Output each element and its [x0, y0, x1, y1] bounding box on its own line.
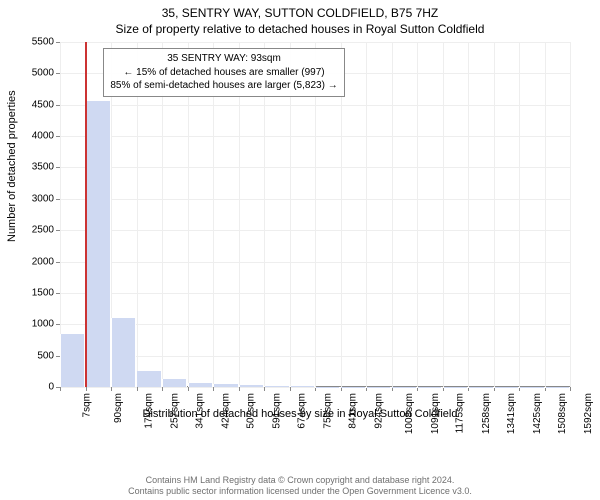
bar [60, 334, 85, 387]
page-subtitle: Size of property relative to detached ho… [0, 20, 600, 36]
bar [264, 386, 290, 387]
x-tick-mark [188, 387, 189, 391]
x-tick-mark [366, 387, 367, 391]
y-tick-label: 5000 [4, 68, 54, 79]
gridline-v [519, 42, 520, 387]
bar [162, 379, 187, 387]
x-tick-mark [137, 387, 138, 391]
bar [85, 101, 111, 387]
chart: Number of detached properties 0500100015… [0, 42, 600, 442]
marker-line [85, 42, 87, 387]
bar [417, 387, 442, 388]
footer: Contains HM Land Registry data © Crown c… [0, 475, 600, 498]
bar [366, 387, 391, 388]
x-tick-mark [392, 387, 393, 391]
bar [315, 387, 340, 388]
x-tick-mark [213, 387, 214, 391]
footer-line1: Contains HM Land Registry data © Crown c… [0, 475, 600, 487]
gridline-v [366, 42, 367, 387]
annotation-box: 35 SENTRY WAY: 93sqm← 15% of detached ho… [103, 48, 344, 97]
x-tick-mark [417, 387, 418, 391]
footer-line2: Contains public sector information licen… [0, 486, 600, 498]
y-tick-label: 5500 [4, 37, 54, 48]
bar [111, 318, 136, 387]
gridline-v [570, 42, 571, 387]
bar [188, 383, 213, 387]
annotation-line1: 35 SENTRY WAY: 93sqm [110, 52, 337, 66]
bar [239, 385, 264, 388]
gridline-v [494, 42, 495, 387]
y-tick-label: 500 [4, 350, 54, 361]
x-tick-mark [60, 387, 61, 391]
x-tick-mark [494, 387, 495, 391]
y-tick-label: 2500 [4, 225, 54, 236]
x-tick-mark [111, 387, 112, 391]
y-tick-label: 4500 [4, 99, 54, 110]
y-tick-label: 1500 [4, 287, 54, 298]
gridline-v [392, 42, 393, 387]
bar [391, 387, 417, 388]
x-tick-mark [239, 387, 240, 391]
gridline-v [443, 42, 444, 387]
gridline-v [417, 42, 418, 387]
y-tick-label: 3500 [4, 162, 54, 173]
x-tick-mark [162, 387, 163, 391]
bar [494, 387, 519, 388]
y-tick-label: 4000 [4, 131, 54, 142]
bar [443, 387, 468, 388]
x-tick-mark [570, 387, 571, 391]
y-tick-label: 1000 [4, 319, 54, 330]
x-tick-mark [519, 387, 520, 391]
x-tick-mark [468, 387, 469, 391]
x-axis-label: Distribution of detached houses by size … [0, 408, 600, 420]
annotation-line2: ← 15% of detached houses are smaller (99… [110, 66, 337, 80]
x-tick-mark [315, 387, 316, 391]
y-tick-label: 2000 [4, 256, 54, 267]
x-tick-mark [443, 387, 444, 391]
page-title: 35, SENTRY WAY, SUTTON COLDFIELD, B75 7H… [0, 0, 600, 20]
bar [213, 384, 239, 387]
bar [545, 387, 570, 388]
y-tick-label: 0 [4, 382, 54, 393]
plot-area: 0500100015002000250030003500400045005000… [60, 42, 570, 387]
annotation-line3: 85% of semi-detached houses are larger (… [110, 79, 337, 93]
gridline-v [545, 42, 546, 387]
bar [136, 371, 162, 387]
bar [340, 387, 366, 388]
bar [468, 387, 494, 388]
x-tick-mark [290, 387, 291, 391]
bar [519, 387, 545, 388]
gridline-v [468, 42, 469, 387]
x-tick-mark [341, 387, 342, 391]
x-tick-mark [264, 387, 265, 391]
x-tick-mark [545, 387, 546, 391]
bar [290, 386, 315, 387]
x-tick-mark [86, 387, 87, 391]
y-tick-label: 3000 [4, 193, 54, 204]
